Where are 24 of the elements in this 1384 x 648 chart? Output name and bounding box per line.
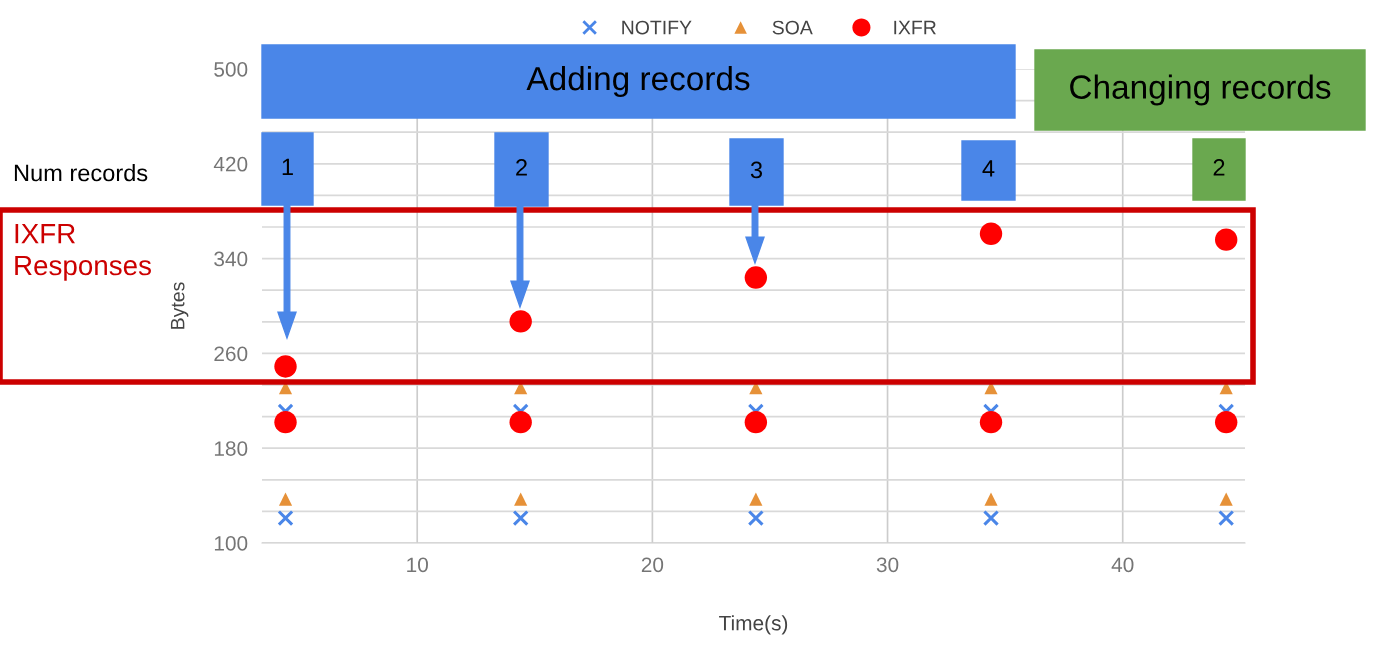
- y-tick-label: 500: [214, 62, 248, 77]
- x-tick-label: 40: [1111, 557, 1134, 573]
- annotation: 2: [516, 159, 527, 176]
- y-axis-title: Bytes: [170, 282, 189, 329]
- y-tick-label: 260: [214, 346, 248, 362]
- x-tick-label: 30: [876, 557, 899, 573]
- y-tick-label: 420: [213, 156, 248, 172]
- y-tick-label: 100: [214, 536, 248, 551]
- text: IXFR Responses: [15, 224, 151, 281]
- annotation: 4: [982, 160, 995, 177]
- legend-label: IXFR: [894, 20, 936, 35]
- legend-label: SOA: [772, 20, 813, 35]
- y-tick-label: 180: [214, 441, 248, 456]
- annotation: Changing records: [1070, 74, 1331, 106]
- x-axis-title: Time(s): [719, 615, 788, 635]
- annotation: Adding records: [526, 65, 750, 98]
- text: Num records: [14, 163, 148, 182]
- annotation: 1: [282, 158, 293, 176]
- annotation: 2: [1213, 159, 1225, 176]
- legend-label: NOTIFY: [622, 20, 692, 35]
- annotation: 3: [750, 161, 763, 179]
- y-tick-label: 340: [214, 251, 248, 267]
- x-tick-label: 10: [407, 557, 428, 573]
- x-tick-label: 20: [641, 557, 664, 573]
